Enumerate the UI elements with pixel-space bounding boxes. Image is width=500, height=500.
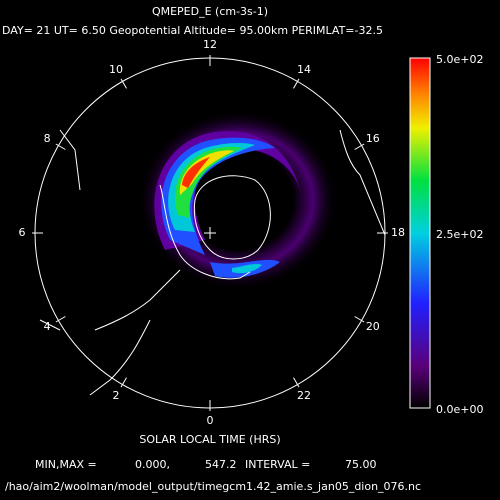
- subtitle: DAY= 21 UT= 6.50 Geopotential Altitude= …: [2, 24, 383, 37]
- hour-labels: 12 14 16 18 20 22 0 2 4 6 8 10: [19, 38, 406, 427]
- hour-tick: [354, 143, 365, 150]
- interval-value: 75.00: [345, 458, 377, 471]
- aurora: [138, 110, 338, 290]
- hour-tick: [354, 316, 365, 323]
- max-value: 547.2: [205, 458, 237, 471]
- hour-tick: [120, 377, 127, 388]
- hour-label: 6: [19, 226, 26, 239]
- hour-label: 12: [203, 38, 217, 51]
- coastlines: [39, 129, 386, 396]
- hour-tick: [120, 78, 127, 89]
- file-path: /hao/aim2/woolman/model_output/timegcm1.…: [5, 480, 421, 493]
- hour-tick: [293, 78, 300, 89]
- hour-tick: [55, 316, 66, 323]
- hour-label: 8: [44, 132, 51, 145]
- hour-label: 16: [366, 132, 380, 145]
- colorbar-label: 2.5e+02: [436, 228, 483, 241]
- title: QMEPED_E (cm-3s-1): [152, 5, 268, 18]
- hour-label: 10: [109, 63, 123, 76]
- hour-tick: [293, 377, 300, 388]
- hour-label: 20: [366, 320, 380, 333]
- min-value: 0.000,: [135, 458, 170, 471]
- hour-label: 18: [391, 226, 405, 239]
- colorbar-label: 5.0e+02: [436, 53, 483, 66]
- colorbar: [409, 57, 431, 409]
- hour-tick: [55, 143, 66, 150]
- hour-label: 2: [113, 389, 120, 402]
- hour-label: 4: [44, 320, 51, 333]
- hour-label: 0: [207, 414, 214, 427]
- hour-label: 14: [297, 63, 311, 76]
- axis-label: SOLAR LOCAL TIME (HRS): [139, 433, 280, 446]
- colorbar-label: 0.0e+00: [436, 403, 483, 416]
- hour-label: 22: [297, 389, 311, 402]
- interval-label: INTERVAL =: [245, 458, 310, 471]
- pole-cross: [204, 227, 216, 239]
- colorbar-labels: 5.0e+02 2.5e+02 0.0e+00: [436, 53, 483, 416]
- minmax-label: MIN,MAX =: [35, 458, 97, 471]
